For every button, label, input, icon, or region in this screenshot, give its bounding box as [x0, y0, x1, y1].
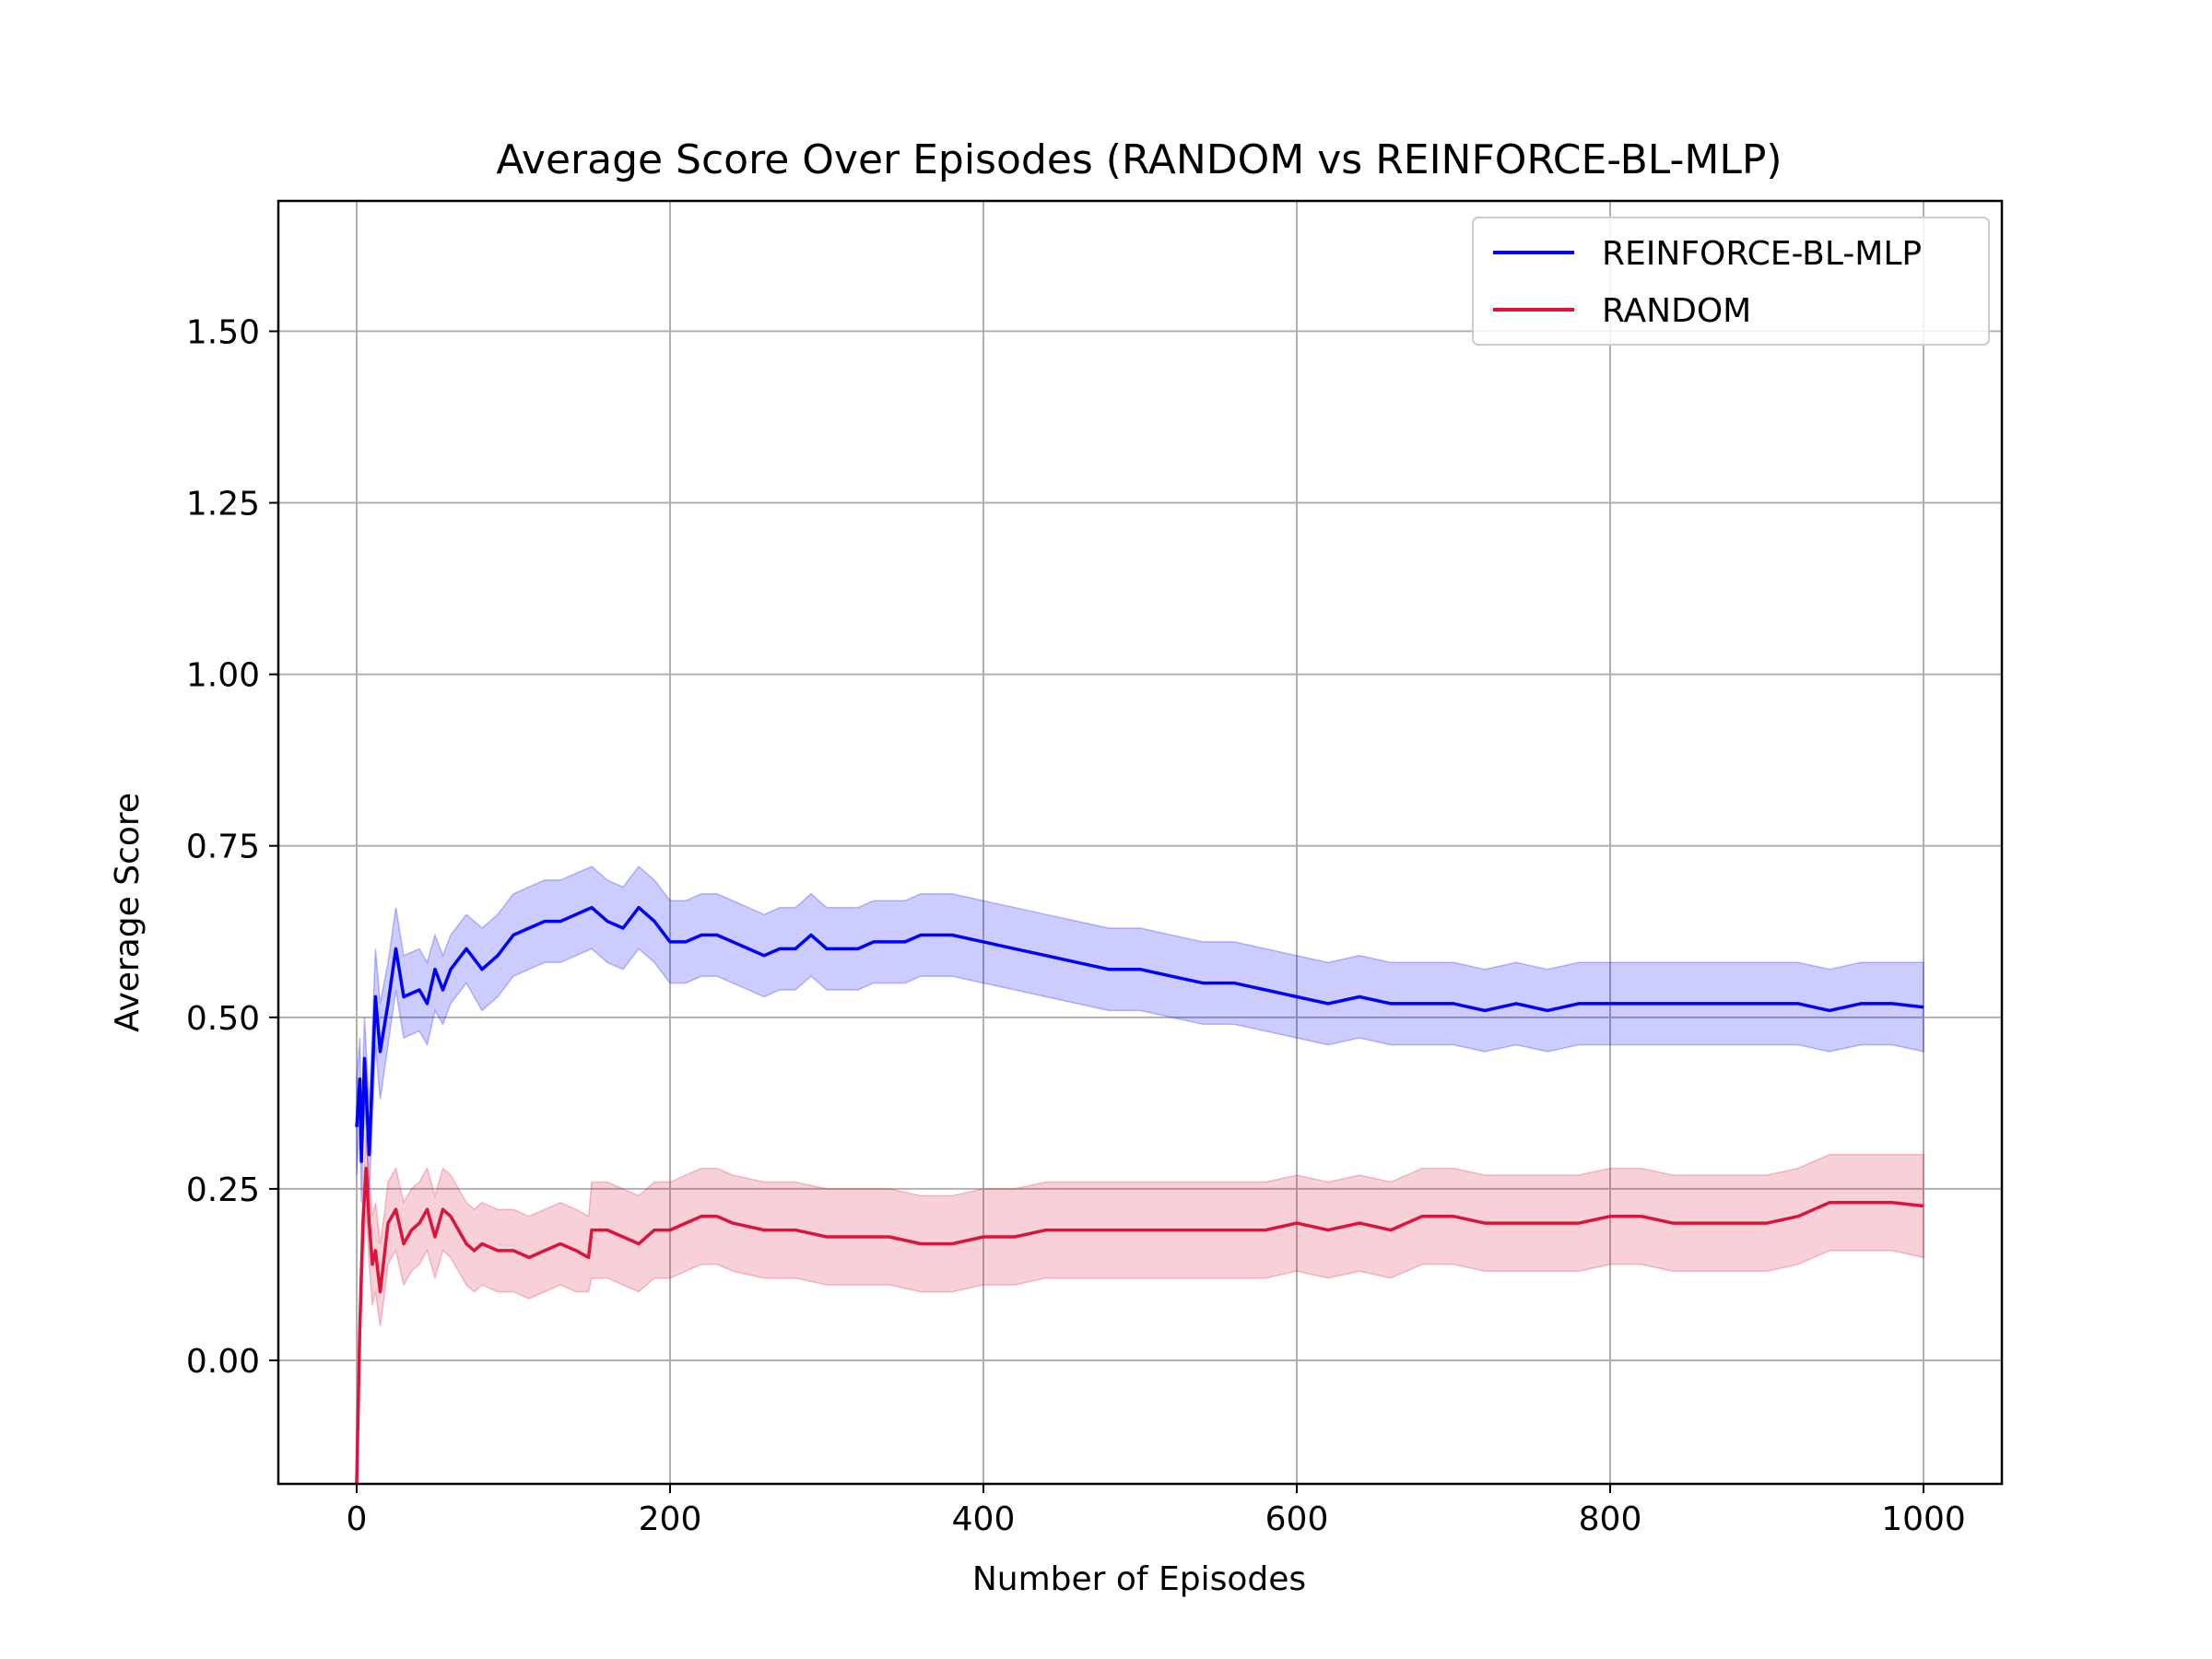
y-tick-label: 1.00: [186, 657, 260, 695]
y-tick-label: 0.50: [186, 1000, 260, 1038]
x-tick-label: 200: [639, 1500, 702, 1538]
y-tick-label: 0.75: [186, 829, 260, 866]
random-line: [355, 1166, 1924, 1485]
y-axis-label: Average Score: [109, 793, 147, 1032]
x-tick-label: 400: [952, 1500, 1016, 1538]
reinforce-bl-mlp-band: [356, 865, 1924, 1203]
chart-title: Average Score Over Episodes (RANDOM vs R…: [496, 136, 1782, 183]
legend-box: [1472, 217, 1990, 346]
series-lines: [355, 905, 1924, 1485]
legend-label-random: RANDOM: [1602, 292, 1751, 330]
x-tick-label: 0: [347, 1500, 368, 1538]
y-tick-label: 1.25: [186, 486, 260, 524]
legend-label-reinforce-bl-mlp: REINFORCE-BL-MLP: [1602, 235, 1922, 273]
x-axis-label: Number of Episodes: [972, 1560, 1306, 1598]
x-tick-label: 800: [1579, 1500, 1642, 1538]
plot-frame: [276, 199, 2004, 1486]
x-tick-label: 600: [1265, 1500, 1329, 1538]
y-tick-label: 1.50: [186, 313, 260, 351]
random-band: [356, 1134, 1924, 1485]
legend: REINFORCE-BL-MLP RANDOM: [1472, 217, 1990, 346]
y-tick-label: 0.25: [186, 1171, 260, 1209]
x-tick-label: 1000: [1881, 1500, 1966, 1538]
reinforce-bl-mlp-line: [355, 905, 1924, 1163]
confidence-bands: [356, 865, 1924, 1485]
y-tick-label: 0.00: [186, 1343, 260, 1381]
axis-ticks: 0 200 400 600 800 1000 0.00 0.25 0.50 0.75 1.00 1.2…: [186, 313, 1966, 1538]
